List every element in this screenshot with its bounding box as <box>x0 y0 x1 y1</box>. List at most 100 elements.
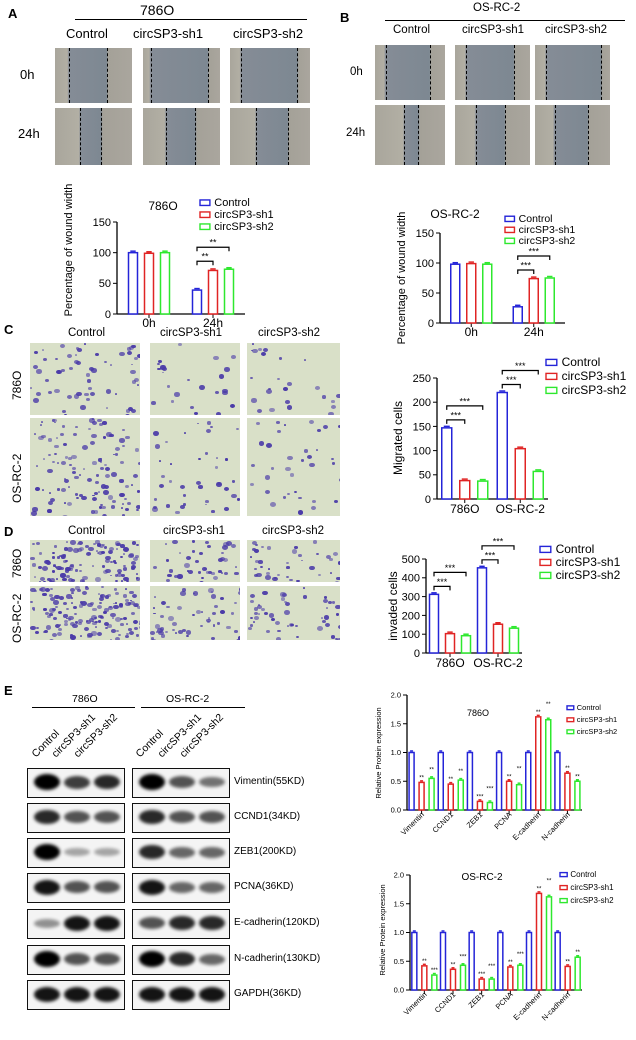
stained-cell <box>270 501 277 507</box>
stained-cell <box>42 592 47 597</box>
protein-band <box>169 776 195 788</box>
wound-edge-line <box>256 108 258 165</box>
stained-cell <box>297 510 303 515</box>
stained-cell <box>276 421 280 424</box>
stained-cell <box>123 564 127 568</box>
stained-cell <box>97 632 103 637</box>
wound-edge-line <box>546 45 548 100</box>
stained-cell <box>257 603 261 606</box>
stained-cell <box>209 425 213 429</box>
stained-cell <box>322 395 327 399</box>
bar <box>535 892 543 991</box>
stained-cell <box>68 567 73 572</box>
bar <box>545 896 553 991</box>
stained-cell <box>91 433 98 438</box>
protein-band <box>169 881 195 893</box>
stained-cell <box>30 387 33 390</box>
bar <box>449 968 457 991</box>
blot-strip <box>27 980 125 1010</box>
significance-label: ** <box>458 769 463 775</box>
legend-swatch <box>559 871 568 878</box>
stained-cell <box>234 565 237 568</box>
stained-cell <box>114 447 120 451</box>
stained-cell <box>81 495 87 501</box>
stained-cell <box>255 543 259 547</box>
blot-strip <box>27 945 125 975</box>
stained-cell <box>78 604 83 608</box>
wound-edge-line <box>101 108 103 165</box>
stained-cell <box>252 621 255 623</box>
y-tick-label: 100 <box>413 445 431 457</box>
stained-cell <box>118 351 125 357</box>
stained-cell <box>249 617 253 620</box>
stained-cell <box>216 622 220 625</box>
stained-cell <box>64 623 69 627</box>
stained-cell <box>97 592 101 595</box>
significance-label: ** <box>565 959 570 965</box>
panel-b-row-0h: 0h <box>350 66 363 78</box>
stained-cell <box>52 632 58 637</box>
y-tick-label: 0.0 <box>394 986 404 995</box>
blot-strip <box>132 945 230 975</box>
stained-cell <box>280 597 286 601</box>
significance-label: *** <box>515 361 526 371</box>
stained-cell <box>48 492 52 494</box>
stained-cell <box>279 592 286 597</box>
stained-cell <box>122 567 128 571</box>
transwell-micrograph <box>30 418 140 516</box>
transwell-micrograph <box>150 540 240 582</box>
panel-label-e: E <box>4 683 13 698</box>
significance-label: *** <box>437 577 448 587</box>
stained-cell <box>124 507 129 512</box>
stained-cell <box>139 619 140 625</box>
stained-cell <box>55 605 58 608</box>
stained-cell <box>82 575 88 581</box>
stained-cell <box>47 438 53 442</box>
wound-micrograph <box>535 45 610 100</box>
stained-cell <box>31 563 37 568</box>
protein-band <box>169 986 195 1002</box>
stained-cell <box>108 551 112 554</box>
stained-cell <box>325 623 331 628</box>
stained-cell <box>121 503 125 506</box>
stained-cell <box>54 545 57 548</box>
stained-cell <box>63 479 69 484</box>
legend-label: circSP3-sh2 <box>562 383 627 397</box>
stained-cell <box>66 353 72 359</box>
stained-cell <box>252 348 259 354</box>
y-tick-label: 0 <box>105 309 111 321</box>
significance-bracket <box>433 571 467 577</box>
significance-label: ** <box>451 962 456 968</box>
wound-edge-line <box>297 48 299 103</box>
stained-cell <box>59 554 62 557</box>
stained-cell <box>312 540 317 544</box>
stained-cell <box>267 387 271 391</box>
significance-label: ** <box>537 886 542 892</box>
stained-cell <box>150 636 155 640</box>
wound-edge-line <box>106 48 108 103</box>
stained-cell <box>195 480 201 485</box>
stained-cell <box>222 388 228 394</box>
stained-cell <box>93 510 99 514</box>
bar <box>505 780 513 811</box>
stained-cell <box>78 540 84 545</box>
stained-cell <box>37 435 44 441</box>
stained-cell <box>61 487 67 492</box>
stained-cell <box>185 630 191 635</box>
stained-cell <box>323 598 329 604</box>
stained-cell <box>315 448 319 452</box>
wound-edge-line <box>466 45 468 100</box>
stained-cell <box>331 404 337 409</box>
bar <box>507 966 514 991</box>
stained-cell <box>74 493 78 496</box>
significance-label: *** <box>478 972 486 978</box>
legend-swatch <box>559 884 568 891</box>
stained-cell <box>325 606 328 609</box>
significance-label: *** <box>445 563 456 573</box>
bar <box>476 567 488 654</box>
stained-cell <box>122 547 129 553</box>
stained-cell <box>312 499 317 504</box>
stained-cell <box>77 618 84 624</box>
stained-cell <box>132 594 138 599</box>
stained-cell <box>111 629 117 634</box>
